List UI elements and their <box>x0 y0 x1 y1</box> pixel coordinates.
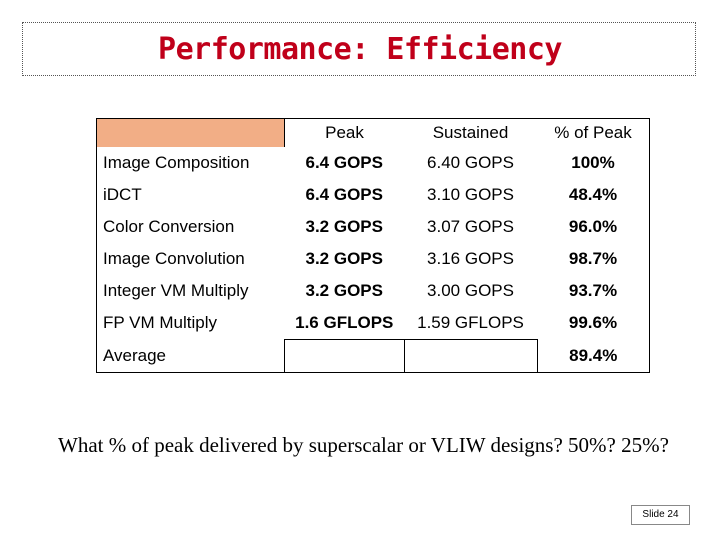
table-row: iDCT 6.4 GOPS 3.10 GOPS 48.4% <box>97 179 650 211</box>
row-sustained: 3.16 GOPS <box>427 249 514 268</box>
header-sustained: Sustained <box>432 123 509 142</box>
row-peak: 6.4 GOPS <box>305 185 383 204</box>
performance-table: Peak Sustained % of Peak Image Compositi… <box>96 118 650 373</box>
table-row: Integer VM Multiply 3.2 GOPS 3.00 GOPS 9… <box>97 275 650 307</box>
row-name: FP VM Multiply <box>103 313 217 333</box>
row-percent: 93.7% <box>568 281 618 300</box>
row-percent: 100% <box>571 153 615 172</box>
row-peak: 3.2 GOPS <box>305 281 383 300</box>
row-sustained: 3.07 GOPS <box>427 217 514 236</box>
row-percent: 98.7% <box>568 249 618 268</box>
row-peak: 1.6 GFLOPS <box>295 313 394 332</box>
question-text: What % of peak delivered by superscalar … <box>58 433 669 457</box>
table-row-average: Average 89.4% <box>97 339 650 373</box>
row-peak: 3.2 GOPS <box>305 249 383 268</box>
row-peak: 3.2 GOPS <box>305 217 383 236</box>
row-percent: 48.4% <box>568 185 618 204</box>
slide-number-label: Slide 24 <box>631 505 690 525</box>
table-row: Image Composition 6.4 GOPS 6.40 GOPS 100… <box>97 147 650 179</box>
row-percent: 99.6% <box>568 313 618 333</box>
table-header-row: Peak Sustained % of Peak <box>96 118 650 147</box>
row-sustained: 3.10 GOPS <box>427 185 514 204</box>
row-peak: 6.4 GOPS <box>305 153 383 172</box>
row-sustained: 3.00 GOPS <box>427 281 514 300</box>
row-sustained: 1.59 GFLOPS <box>417 313 524 332</box>
row-sustained <box>403 339 538 373</box>
row-name: Average <box>103 345 167 365</box>
table-row: FP VM Multiply 1.6 GFLOPS 1.59 GFLOPS 99… <box>97 307 650 340</box>
row-name: Integer VM Multiply <box>103 281 249 300</box>
row-percent: 89.4% <box>569 345 618 365</box>
header-peak: Peak <box>325 123 364 142</box>
row-sustained: 6.40 GOPS <box>427 153 514 172</box>
row-name: Image Convolution <box>103 249 245 268</box>
table-row: Color Conversion 3.2 GOPS 3.07 GOPS 96.0… <box>97 211 650 243</box>
row-name: iDCT <box>103 185 142 204</box>
row-name: Image Composition <box>103 153 250 172</box>
header-blank-cell <box>96 118 285 147</box>
table-row: Image Convolution 3.2 GOPS 3.16 GOPS 98.… <box>97 243 650 275</box>
slide-title: Performance: Efficiency <box>158 32 562 67</box>
row-name: Color Conversion <box>103 217 235 236</box>
header-percent-of-peak: % of Peak <box>554 123 632 142</box>
row-percent: 96.0% <box>568 217 618 236</box>
row-peak <box>284 339 405 373</box>
title-frame <box>22 22 696 76</box>
